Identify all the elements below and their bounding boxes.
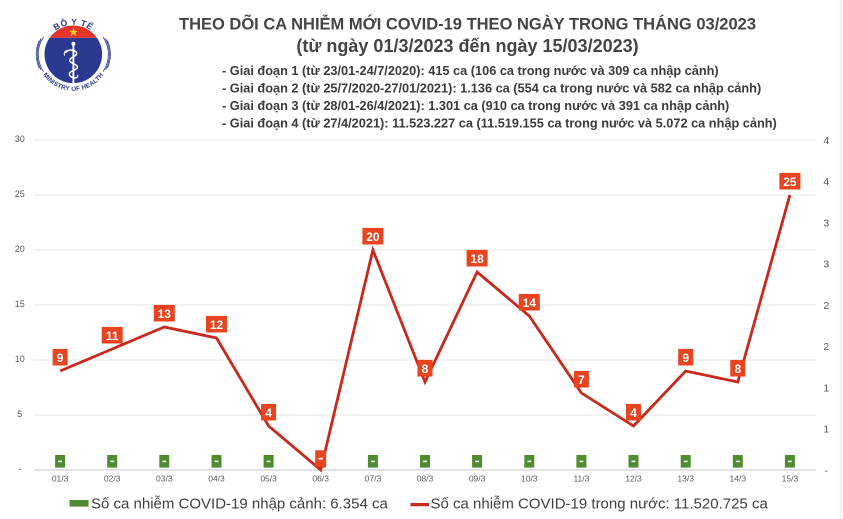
svg-text:14/3: 14/3: [730, 474, 747, 484]
svg-text:-: -: [825, 465, 829, 477]
svg-text:02/3: 02/3: [104, 474, 121, 484]
svg-text:7: 7: [578, 373, 585, 387]
svg-text:20: 20: [15, 244, 25, 254]
svg-text:2: 2: [823, 300, 829, 312]
svg-text:18: 18: [470, 252, 484, 266]
svg-text:14: 14: [523, 296, 537, 310]
svg-text:- Giai đoạn 3 (từ 28/01-26/4/2: - Giai đoạn 3 (từ 28/01-26/4/2021): 1.30…: [222, 98, 729, 113]
svg-text:Số ca nhiễm COVID-19 nhập cảnh: Số ca nhiễm COVID-19 nhập cảnh: 6.354 ca: [91, 496, 389, 513]
svg-text:12/3: 12/3: [625, 474, 642, 484]
svg-text:1: 1: [823, 382, 829, 394]
svg-text:30: 30: [15, 134, 25, 144]
svg-text:THEO DÕI CA NHIỄM MỚI COVID-19: THEO DÕI CA NHIỄM MỚI COVID-19 THEO NGÀY…: [179, 14, 756, 34]
svg-text:9: 9: [57, 351, 64, 365]
svg-text:11/3: 11/3: [573, 474, 589, 484]
svg-text:06/3: 06/3: [312, 474, 329, 484]
svg-text:12: 12: [210, 318, 224, 332]
svg-text:8: 8: [422, 362, 429, 376]
svg-text:-: -: [18, 464, 21, 474]
svg-text:15: 15: [15, 299, 25, 309]
svg-text:05/3: 05/3: [260, 474, 277, 484]
svg-text:10: 10: [15, 354, 25, 364]
svg-text:- Giai đoạn 2 (từ 25/7/2020-27: - Giai đoạn 2 (từ 25/7/2020-27/01/2021):…: [222, 81, 761, 96]
svg-text:1: 1: [823, 424, 829, 436]
svg-text:01/3: 01/3: [52, 474, 69, 484]
svg-text:13: 13: [158, 307, 172, 321]
svg-text:4: 4: [265, 406, 272, 420]
svg-text:3: 3: [823, 259, 829, 271]
svg-text:04/3: 04/3: [208, 474, 225, 484]
svg-text:- Giai đoạn 1 (từ 23/01-24/7/2: - Giai đoạn 1 (từ 23/01-24/7/2020): 415 …: [222, 63, 719, 78]
svg-text:- Giai đoạn 4 (từ 27/4/2021):: - Giai đoạn 4 (từ 27/4/2021): 11.523.227…: [222, 116, 777, 131]
svg-text:07/3: 07/3: [365, 474, 382, 484]
svg-text:3: 3: [823, 217, 829, 229]
svg-text:2: 2: [823, 341, 829, 353]
svg-text:09/3: 09/3: [469, 474, 486, 484]
svg-text:4: 4: [630, 406, 637, 420]
svg-text:15/3: 15/3: [782, 474, 799, 484]
svg-text:4: 4: [823, 176, 829, 188]
svg-text:11: 11: [106, 329, 119, 343]
svg-text:20: 20: [366, 230, 380, 244]
svg-text:03/3: 03/3: [156, 474, 173, 484]
svg-text:25: 25: [783, 175, 797, 189]
svg-text:Số ca nhiễm COVID-19 trong nướ: Số ca nhiễm COVID-19 trong nước: 11.520.…: [431, 496, 769, 513]
svg-text:10/3: 10/3: [521, 474, 538, 484]
svg-text:(từ ngày 01/3/2023 đến ngày 15: (từ ngày 01/3/2023 đến ngày 15/03/2023): [296, 36, 638, 56]
svg-text:4: 4: [823, 135, 829, 147]
svg-text:08/3: 08/3: [417, 474, 434, 484]
svg-text:13/3: 13/3: [677, 474, 694, 484]
svg-text:9: 9: [682, 351, 689, 365]
svg-text:5: 5: [17, 409, 22, 419]
svg-text:8: 8: [734, 362, 741, 376]
svg-text:25: 25: [15, 189, 25, 199]
